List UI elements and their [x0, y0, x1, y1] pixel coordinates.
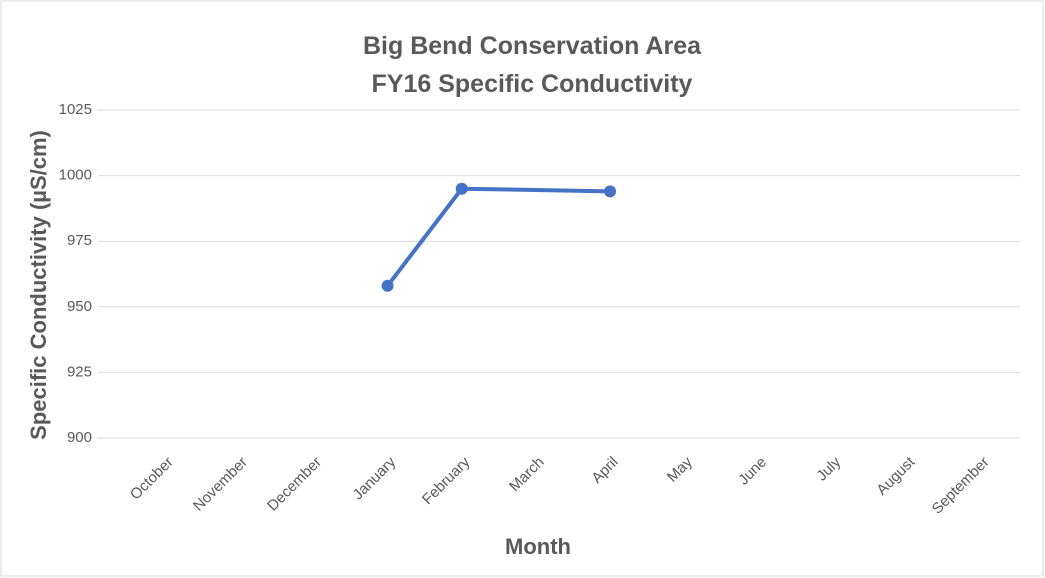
chart-title: FY16 Specific Conductivity: [372, 70, 693, 98]
data-point: [381, 279, 394, 292]
y-tick-label: 1000: [59, 167, 92, 184]
y-axis-label: Specific Conductivity (µS/cm): [26, 130, 51, 440]
data-point: [455, 182, 468, 195]
y-tick-label: 975: [67, 232, 92, 249]
y-tick-label: 1025: [59, 101, 92, 118]
y-tick-label: 925: [67, 363, 92, 380]
chart-title: Big Bend Conservation Area: [363, 32, 702, 60]
x-axis-label: Month: [505, 534, 571, 559]
data-point: [604, 185, 617, 198]
y-tick-label: 950: [67, 298, 92, 315]
y-tick-label: 900: [67, 429, 92, 446]
